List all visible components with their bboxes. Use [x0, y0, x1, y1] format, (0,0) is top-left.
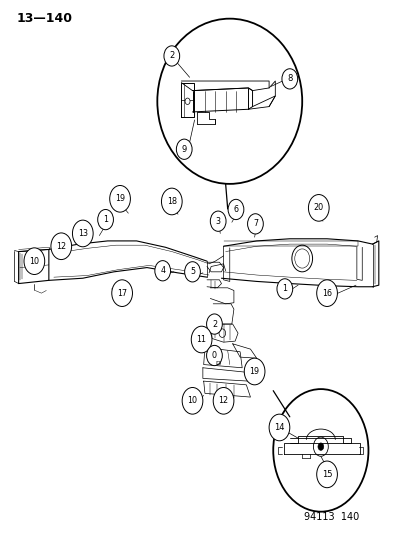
Circle shape	[24, 248, 45, 274]
Text: 7: 7	[252, 220, 257, 228]
Circle shape	[316, 461, 337, 488]
Circle shape	[213, 387, 233, 414]
Text: 5: 5	[190, 268, 195, 276]
Circle shape	[281, 69, 297, 89]
Text: 2: 2	[211, 320, 216, 328]
Circle shape	[316, 280, 337, 306]
Text: 8: 8	[287, 75, 292, 83]
Text: 94113  140: 94113 140	[303, 512, 358, 522]
Text: 9: 9	[181, 145, 186, 154]
Text: 13: 13	[78, 229, 88, 238]
Circle shape	[206, 314, 222, 334]
Circle shape	[182, 387, 202, 414]
Text: 12: 12	[218, 397, 228, 405]
Text: 13—140: 13—140	[17, 12, 72, 25]
Text: 1: 1	[103, 215, 108, 224]
Circle shape	[308, 195, 328, 221]
Circle shape	[185, 98, 190, 104]
Text: 17: 17	[117, 289, 127, 297]
Text: 12: 12	[56, 242, 66, 251]
Circle shape	[228, 199, 243, 220]
Circle shape	[206, 345, 222, 366]
Circle shape	[317, 443, 323, 450]
Text: 18: 18	[166, 197, 176, 206]
Text: 14: 14	[273, 423, 284, 432]
Text: 10: 10	[187, 397, 197, 405]
Circle shape	[164, 46, 179, 66]
Text: 0: 0	[211, 351, 216, 360]
Text: 2: 2	[169, 52, 174, 60]
Circle shape	[112, 280, 132, 306]
Text: 1: 1	[282, 285, 287, 293]
Text: 16: 16	[321, 289, 331, 297]
Circle shape	[210, 211, 225, 231]
Text: D: D	[215, 361, 220, 366]
Text: 3: 3	[215, 217, 220, 225]
Circle shape	[51, 233, 71, 260]
Circle shape	[72, 220, 93, 247]
Text: 4: 4	[160, 266, 165, 275]
Text: 19: 19	[115, 195, 125, 203]
Circle shape	[154, 261, 170, 281]
Text: 15: 15	[321, 470, 332, 479]
Circle shape	[161, 188, 182, 215]
Circle shape	[191, 326, 211, 353]
Text: 10: 10	[29, 257, 39, 265]
Circle shape	[176, 139, 192, 159]
Text: 19: 19	[249, 367, 259, 376]
Circle shape	[276, 279, 292, 299]
Circle shape	[247, 214, 263, 234]
Circle shape	[244, 358, 264, 385]
Circle shape	[268, 414, 289, 441]
Circle shape	[109, 185, 130, 212]
Text: 11: 11	[196, 335, 206, 344]
Text: 20: 20	[313, 204, 323, 212]
Text: 6: 6	[233, 205, 238, 214]
Circle shape	[184, 262, 200, 282]
Circle shape	[97, 209, 113, 230]
